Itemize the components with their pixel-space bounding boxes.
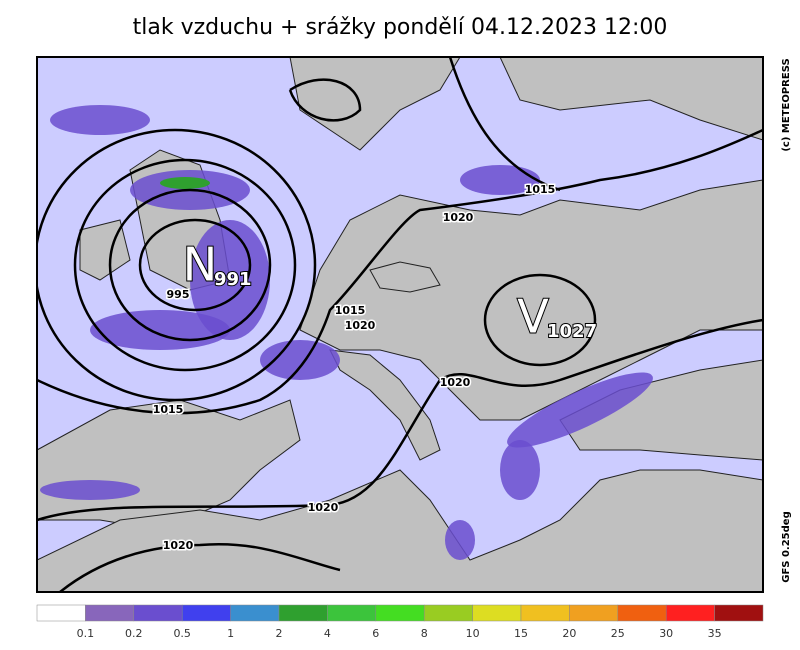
isobar-label: 1015: [153, 403, 184, 416]
land: [329, 349, 441, 461]
legend-label: 15: [514, 627, 528, 640]
legend-swatch: [520, 604, 570, 622]
isobar-label: 1020: [345, 319, 376, 332]
legend-swatch: [36, 604, 86, 622]
legend-label: 2: [276, 627, 283, 640]
pressure-center-value: 1027: [547, 321, 597, 342]
legend-swatch: [327, 604, 377, 622]
legend-label: 25: [611, 627, 625, 640]
legend-label: 0.2: [125, 627, 143, 640]
land: [37, 469, 763, 592]
land: [299, 179, 763, 421]
land: [369, 261, 441, 293]
legend-swatch: [181, 604, 231, 622]
legend-label: 35: [708, 627, 722, 640]
legend-swatch: [375, 604, 425, 622]
legend-swatch: [569, 604, 619, 622]
title: tlak vzduchu + srážky pondělí 04.12.2023…: [133, 15, 668, 40]
legend-swatch: [423, 604, 473, 622]
legend-swatch: [278, 604, 328, 622]
legend-label: 10: [466, 627, 480, 640]
isobar-label: 995: [167, 288, 190, 301]
legend-label: 6: [372, 627, 379, 640]
legend-swatch: [472, 604, 522, 622]
model-label: GFS 0.25deg: [781, 511, 792, 583]
pressure-center-value: 991: [214, 269, 252, 290]
isobars: [37, 57, 763, 592]
isobar-label: 1020: [308, 501, 339, 514]
legend-label: 20: [562, 627, 576, 640]
isobar-label: 1020: [443, 211, 474, 224]
credit: (c) METEOPRESS: [781, 58, 792, 151]
legend-label: 0.1: [77, 627, 95, 640]
land: [499, 57, 763, 141]
legend-label: 1: [227, 627, 234, 640]
legend-label: 30: [659, 627, 673, 640]
legend-swatch: [85, 604, 135, 622]
legend: 0.1 0.2 0.5 1 2 4 6 8 10 15 20 25 30 35: [36, 604, 764, 640]
legend-label: 4: [324, 627, 331, 640]
legend-swatch: [133, 604, 183, 622]
pressure-center-letter: V: [517, 290, 549, 344]
legend-label: 0.5: [173, 627, 191, 640]
isobar-label: 1015: [525, 183, 556, 196]
legend-label: 8: [421, 627, 428, 640]
pressure-center-letter: N: [183, 238, 217, 292]
map-frame: [36, 56, 764, 593]
legend-swatch: [714, 604, 764, 622]
legend-swatch: [665, 604, 715, 622]
isobar-label: 1020: [440, 376, 471, 389]
isobar-label: 1020: [163, 539, 194, 552]
legend-swatch: [230, 604, 280, 622]
isobar-label: 1015: [335, 304, 366, 317]
legend-swatch: [617, 604, 667, 622]
